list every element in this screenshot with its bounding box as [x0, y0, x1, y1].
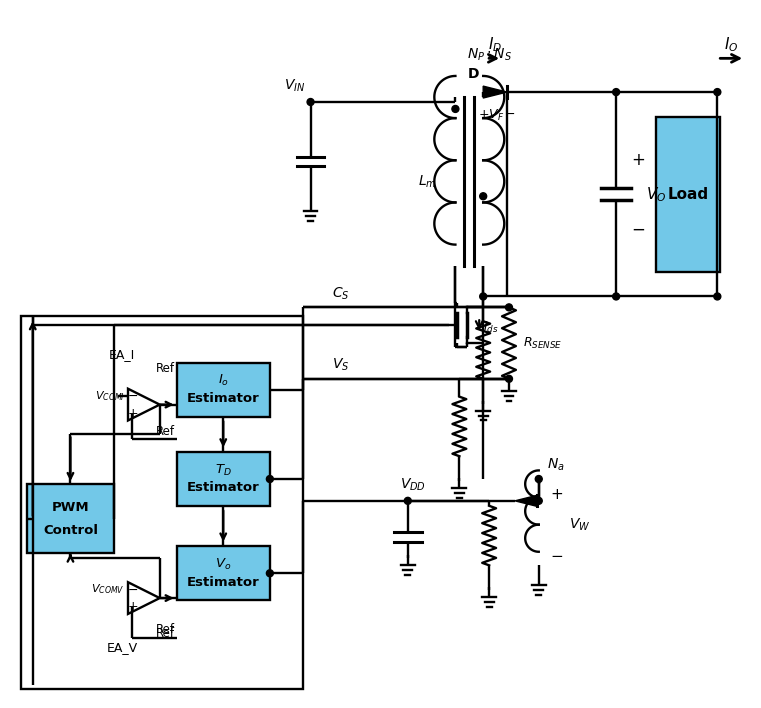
Circle shape: [479, 293, 487, 300]
Circle shape: [505, 304, 512, 311]
Bar: [21, 316, 303, 690]
Text: Estimator: Estimator: [187, 392, 260, 405]
Circle shape: [613, 293, 619, 300]
Circle shape: [535, 497, 543, 504]
Polygon shape: [515, 496, 537, 506]
Circle shape: [266, 570, 273, 577]
FancyBboxPatch shape: [177, 452, 270, 506]
Text: $V_{DD}$: $V_{DD}$: [400, 476, 425, 493]
Circle shape: [452, 105, 459, 113]
Text: +: +: [550, 487, 563, 503]
Text: $N_a$: $N_a$: [546, 457, 565, 474]
Circle shape: [613, 88, 619, 96]
FancyBboxPatch shape: [177, 363, 270, 416]
Text: $+$: $+$: [127, 600, 139, 614]
Text: $-$: $-$: [550, 547, 563, 562]
Text: EA_I: EA_I: [109, 348, 135, 362]
Text: Ref: Ref: [156, 362, 175, 375]
Text: $R_{SENSE}$: $R_{SENSE}$: [523, 336, 562, 350]
Text: $V_W$: $V_W$: [568, 516, 590, 533]
Text: $V_O$: $V_O$: [645, 185, 666, 204]
Circle shape: [505, 375, 512, 382]
Text: Ref: Ref: [156, 627, 175, 640]
Circle shape: [307, 98, 314, 105]
Text: EA_V: EA_V: [107, 641, 138, 654]
Text: $V_{IN}$: $V_{IN}$: [284, 78, 306, 94]
Text: Load: Load: [667, 187, 708, 202]
Text: $N_P : N_S$: $N_P : N_S$: [466, 46, 511, 62]
Circle shape: [479, 193, 487, 200]
Text: $+$: $+$: [127, 407, 139, 420]
Circle shape: [266, 476, 273, 482]
Text: $V_{COMV}$: $V_{COMV}$: [91, 582, 125, 596]
Text: +: +: [631, 151, 645, 169]
Circle shape: [535, 476, 543, 482]
Text: $V_o$: $V_o$: [215, 556, 231, 572]
FancyBboxPatch shape: [27, 484, 114, 554]
Text: $-$: $-$: [127, 389, 139, 402]
Text: $-$: $-$: [127, 583, 139, 595]
Text: Control: Control: [43, 524, 98, 537]
Circle shape: [714, 293, 721, 300]
FancyBboxPatch shape: [656, 117, 721, 272]
Text: $I_D$: $I_D$: [488, 35, 502, 54]
Text: Estimator: Estimator: [187, 576, 260, 588]
Circle shape: [404, 497, 411, 504]
Text: Estimator: Estimator: [187, 481, 260, 494]
Text: Ref: Ref: [156, 425, 174, 438]
Text: $T_D$: $T_D$: [215, 462, 231, 478]
Text: $V_S$: $V_S$: [333, 357, 350, 373]
Text: D: D: [467, 67, 479, 81]
Text: PWM: PWM: [52, 501, 89, 513]
Text: $V_{COMI}$: $V_{COMI}$: [95, 389, 125, 403]
Circle shape: [714, 88, 721, 96]
Polygon shape: [483, 86, 507, 98]
Text: $C_S$: $C_S$: [333, 285, 350, 302]
Text: $I_{ds}$: $I_{ds}$: [483, 319, 498, 335]
Text: Ref: Ref: [156, 623, 174, 636]
Text: $I_O$: $I_O$: [724, 35, 738, 54]
Text: $+V_F-$: $+V_F-$: [478, 108, 516, 123]
FancyBboxPatch shape: [177, 547, 270, 600]
Text: $-$: $-$: [631, 220, 645, 238]
Text: $L_m$: $L_m$: [419, 173, 437, 190]
Text: $I_o$: $I_o$: [218, 373, 229, 389]
